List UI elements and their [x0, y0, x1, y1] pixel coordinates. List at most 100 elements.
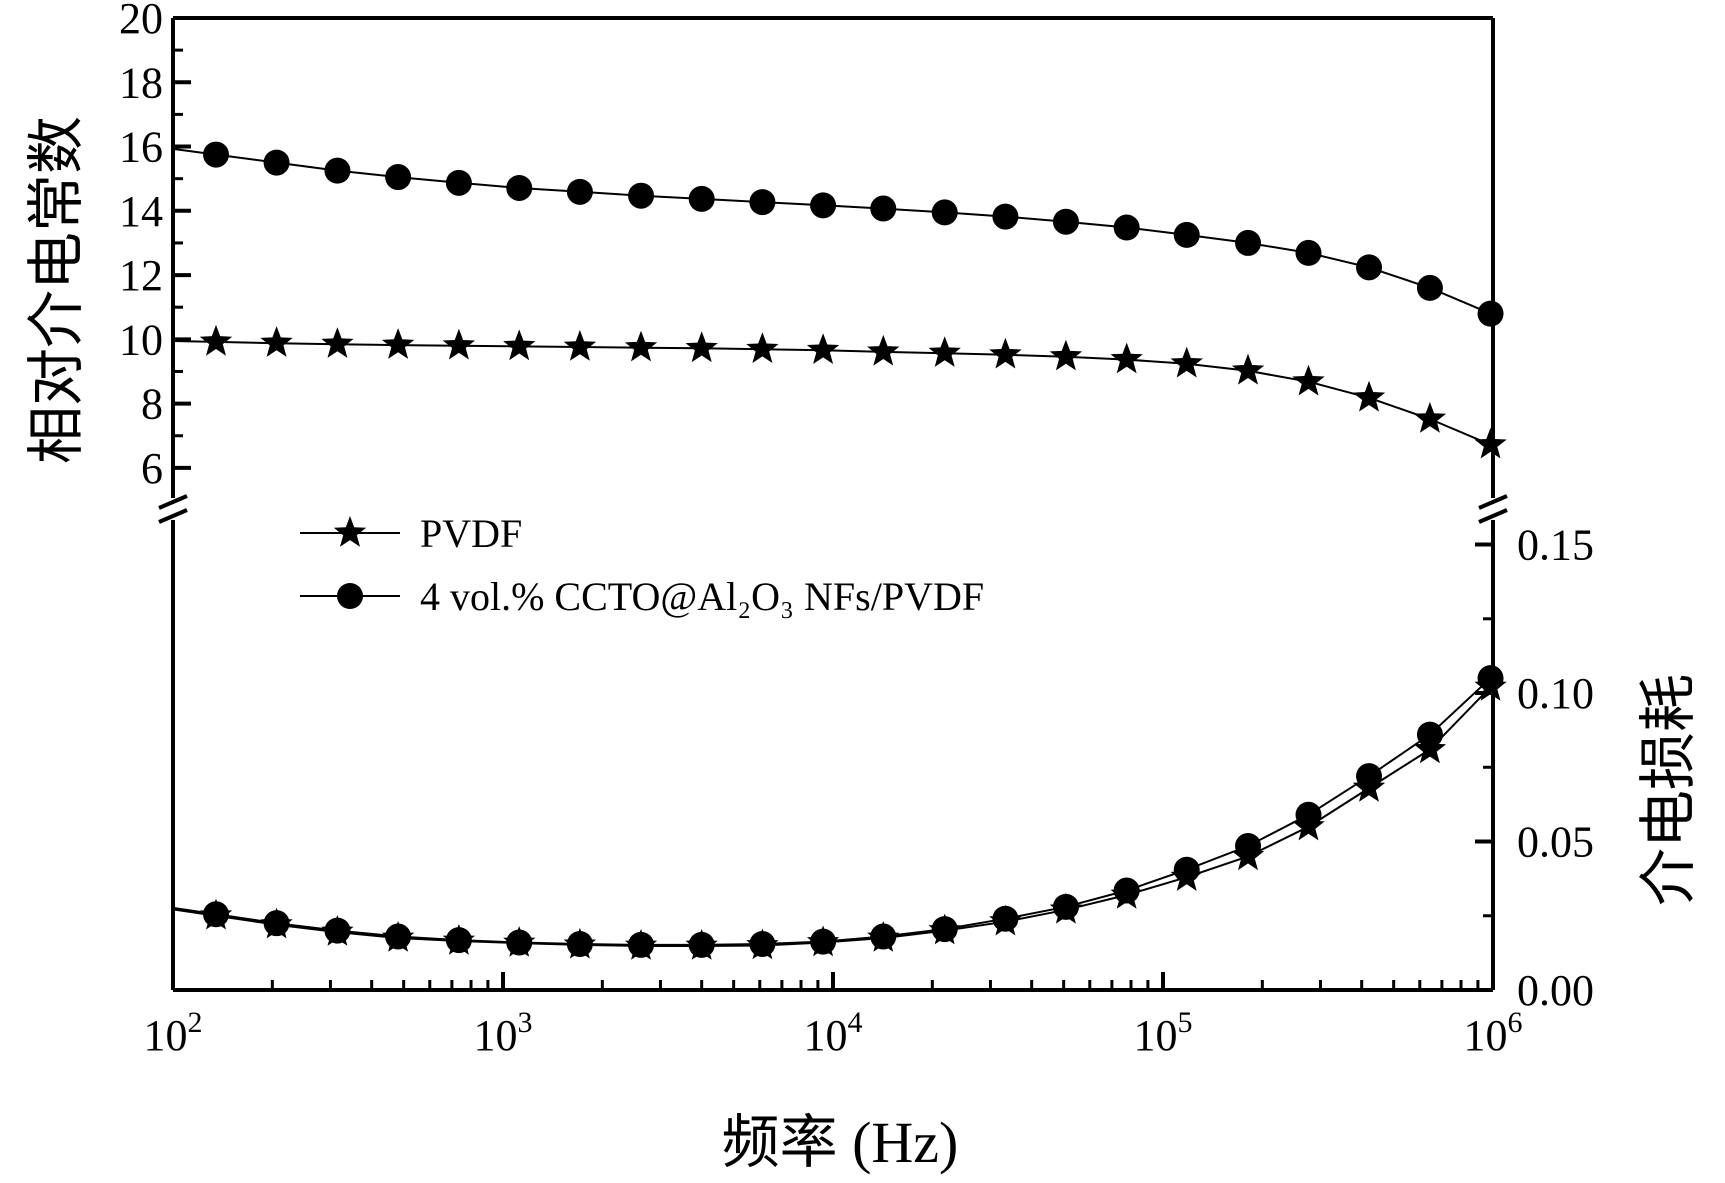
legend-marker — [333, 516, 367, 547]
data-point-circle — [1295, 239, 1322, 266]
data-point-star — [806, 333, 840, 364]
data-point-circle — [1416, 274, 1443, 301]
legend-label: 4 vol.% CCTO@Al₂O₃ NFs/PVDF — [420, 574, 984, 619]
data-point-circle — [385, 923, 412, 950]
data-point-star — [867, 334, 900, 366]
data-point-circle — [506, 929, 533, 956]
data-point-circle — [506, 174, 533, 201]
data-point-star — [685, 331, 718, 363]
right-tick-label: 0.15 — [1517, 521, 1594, 570]
data-point-star — [1049, 339, 1083, 371]
data-point-circle — [566, 178, 593, 205]
data-point-circle — [1416, 721, 1443, 748]
x-tick-label: 104 — [804, 1006, 863, 1060]
left-tick-label: 16 — [119, 123, 163, 172]
left-tick-label: 20 — [119, 0, 163, 43]
right-tick-label: 0.00 — [1517, 966, 1594, 1015]
left-axis-title: 相对介电常数 — [24, 116, 89, 464]
data-point-star — [989, 337, 1022, 369]
data-point-circle — [931, 199, 958, 226]
data-point-star — [1474, 427, 1507, 459]
x-tick-label: 102 — [144, 1006, 203, 1060]
data-point-circle — [1173, 856, 1200, 883]
legend-marker — [337, 583, 363, 609]
data-point-circle — [263, 149, 290, 176]
data-point-circle — [1477, 300, 1504, 327]
data-point-star — [199, 324, 233, 356]
data-point-circle — [870, 923, 897, 950]
data-point-star — [442, 328, 475, 360]
legend: PVDF 4 vol.% CCTO@Al₂O₃ NFs/PVDF — [300, 511, 984, 619]
data-point-circle — [566, 930, 593, 957]
data-point-circle — [992, 203, 1019, 230]
right-axis-break-mark — [1478, 508, 1508, 524]
data-point-circle — [1295, 801, 1322, 828]
left-tick-label: 10 — [119, 315, 163, 364]
data-point-star — [624, 330, 658, 362]
series-1 — [172, 141, 1504, 327]
data-point-circle — [628, 931, 655, 958]
series-line — [172, 675, 1494, 946]
legend-item-1: 4 vol.% CCTO@Al₂O₃ NFs/PVDF — [300, 574, 984, 619]
data-point-circle — [203, 141, 230, 168]
series-line — [172, 340, 1494, 447]
data-point-star — [563, 330, 597, 361]
data-point-circle — [688, 185, 715, 212]
left-tick-label: 6 — [141, 444, 163, 493]
data-point-circle — [203, 901, 230, 928]
series-line — [172, 147, 1494, 316]
data-point-star — [321, 327, 354, 358]
x-tick-label: 105 — [1134, 1006, 1193, 1060]
x-axis-title: 频率 (Hz) — [722, 1110, 959, 1175]
x-tick-label: 103 — [474, 1006, 533, 1060]
data-point-star — [503, 329, 536, 361]
series-3 — [172, 665, 1504, 958]
left-tick-label: 8 — [141, 380, 163, 429]
left-tick-label: 14 — [119, 187, 163, 236]
left-axis-break-mark — [158, 494, 188, 510]
data-point-star — [1170, 346, 1203, 378]
x-tick-label: 106 — [1464, 1006, 1523, 1060]
axes: 102 103 104 105 106 6 8 10 12 14 16 18 20 0.00 0.05 0.1… — [119, 0, 1594, 1060]
data-point-circle — [445, 169, 472, 196]
data-point-star — [1352, 380, 1386, 412]
data-point-circle — [324, 157, 351, 184]
legend-item-0: PVDF — [300, 511, 522, 556]
data-point-circle — [1052, 208, 1079, 235]
series-0 — [172, 324, 1507, 459]
data-point-circle — [992, 905, 1019, 932]
data-point-circle — [1477, 665, 1504, 692]
data-point-circle — [749, 189, 776, 216]
data-point-circle — [1235, 229, 1262, 256]
data-point-star — [1292, 364, 1325, 396]
data-point-star — [381, 328, 415, 359]
data-point-circle — [1356, 763, 1383, 790]
data-point-circle — [445, 927, 472, 954]
data-point-circle — [385, 164, 412, 191]
data-point-star — [1231, 353, 1265, 385]
data-point-star — [1110, 342, 1143, 374]
right-axis-break-mark — [1478, 494, 1508, 510]
data-point-circle — [688, 931, 715, 958]
series-line — [172, 683, 1494, 947]
data-point-circle — [1235, 832, 1262, 859]
right-axis-title: 介电损耗 — [1636, 674, 1701, 906]
data-point-star — [1413, 732, 1447, 764]
left-tick-label: 12 — [119, 251, 163, 300]
data-point-circle — [1356, 254, 1383, 281]
data-point-circle — [1113, 214, 1140, 241]
data-point-circle — [810, 928, 837, 955]
data-point-circle — [1173, 221, 1200, 248]
data-point-circle — [1113, 877, 1140, 904]
data-point-circle — [324, 917, 351, 944]
data-point-circle — [931, 916, 958, 943]
data-point-star — [1413, 402, 1447, 433]
data-point-circle — [810, 192, 837, 219]
data-point-star — [928, 336, 961, 367]
data-point-circle — [870, 195, 897, 222]
series-layer — [172, 141, 1507, 960]
data-point-circle — [749, 930, 776, 957]
data-point-star — [260, 326, 293, 357]
left-tick-label: 18 — [119, 58, 163, 107]
